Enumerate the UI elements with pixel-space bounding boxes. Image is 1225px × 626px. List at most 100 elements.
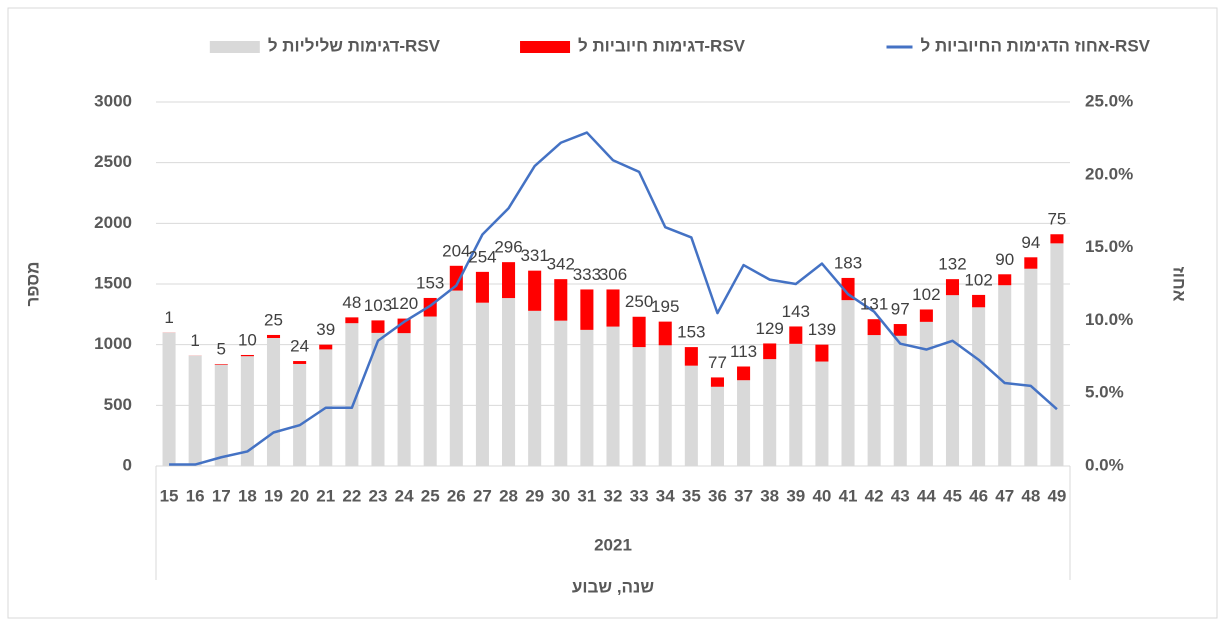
data-label: 296: [494, 238, 522, 257]
x-tick-label: 27: [473, 486, 492, 505]
x-tick-label: 33: [630, 486, 649, 505]
bar-segment: [893, 335, 907, 466]
bar-segment: [475, 302, 489, 466]
y-tick-label: 1000: [94, 334, 132, 353]
bar-segment: [606, 326, 620, 466]
bar-segment: [684, 347, 698, 366]
x-tick-label: 24: [395, 486, 414, 505]
data-label: 333: [573, 265, 601, 284]
data-label: 1: [190, 331, 199, 350]
bar-segment: [789, 326, 803, 344]
x-tick-label: 25: [421, 486, 440, 505]
data-label: 120: [390, 294, 418, 313]
x-tick-label: 31: [577, 486, 596, 505]
y-tick-label: 0: [123, 455, 132, 474]
bar-segment: [789, 343, 803, 466]
bar-segment: [371, 332, 385, 466]
bar-segment: [841, 277, 855, 301]
data-label: 103: [364, 296, 392, 315]
bar-segment: [606, 289, 620, 327]
bar-segment: [815, 361, 829, 466]
y-tick-label: 3000: [94, 91, 132, 110]
bar-segment: [763, 359, 777, 466]
bar-segment: [867, 319, 881, 336]
bar-segment: [319, 344, 333, 350]
y2-tick-label: 20.0%: [1085, 164, 1133, 183]
x-tick-label: 17: [212, 486, 231, 505]
bar-segment: [841, 300, 855, 466]
bar-segment: [998, 285, 1012, 466]
data-label: 131: [860, 295, 888, 314]
data-label: 102: [964, 270, 992, 289]
y2-tick-label: 0.0%: [1085, 455, 1124, 474]
x-tick-label: 30: [551, 486, 570, 505]
legend-label: דגימות חיוביות ל-RSV: [578, 36, 746, 55]
data-label: 331: [520, 246, 548, 265]
bar-segment: [815, 344, 829, 362]
data-label: 153: [677, 323, 705, 342]
data-label: 204: [442, 241, 470, 260]
x-tick-label: 38: [760, 486, 779, 505]
data-label: 139: [808, 320, 836, 339]
data-label: 129: [755, 319, 783, 338]
bar-segment: [293, 361, 307, 364]
bar-segment: [345, 323, 359, 466]
bar-segment: [658, 345, 672, 466]
x-tick-label: 42: [865, 486, 884, 505]
x-tick-label: 32: [604, 486, 623, 505]
bar-segment: [266, 334, 281, 338]
bar-segment: [893, 324, 907, 336]
bar-segment: [684, 365, 698, 466]
x-tick-label: 19: [264, 486, 283, 505]
legend-swatch: [209, 41, 260, 53]
bar-segment: [240, 354, 254, 357]
x-tick-label: 28: [499, 486, 518, 505]
bar-segment: [737, 366, 751, 381]
x-tick-label: 46: [969, 486, 988, 505]
x-tick-label: 34: [656, 486, 675, 505]
x-group-label: 2021: [594, 535, 632, 554]
data-label: 102: [912, 285, 940, 304]
y-tick-label: 2500: [94, 152, 132, 171]
data-label: 143: [782, 302, 810, 321]
bar-segment: [945, 279, 960, 296]
x-tick-label: 15: [160, 486, 179, 505]
bar-segment: [1050, 234, 1064, 244]
bar-segment: [371, 320, 385, 333]
y2-tick-label: 5.0%: [1085, 383, 1124, 402]
x-tick-label: 20: [290, 486, 309, 505]
bar-segment: [710, 377, 724, 387]
data-label: 5: [217, 340, 226, 359]
x-tick-label: 35: [682, 486, 701, 505]
y2-tick-label: 15.0%: [1085, 237, 1133, 256]
x-axis-title: שנה, שבוע: [572, 577, 654, 596]
x-tick-label: 26: [447, 486, 466, 505]
x-tick-label: 40: [812, 486, 831, 505]
bar-segment: [919, 309, 933, 322]
bar-segment: [972, 307, 986, 466]
bar-segment: [580, 329, 594, 466]
x-tick-label: 43: [891, 486, 910, 505]
y2-tick-label: 25.0%: [1085, 91, 1133, 110]
bar-segment: [423, 316, 437, 466]
legend-label: אחוז הדגימות החיוביות ל-RSV: [921, 36, 1151, 55]
bar-segment: [475, 271, 489, 303]
bar-segment: [632, 347, 646, 466]
data-label: 113: [730, 342, 757, 361]
y-tick-label: 2000: [94, 213, 132, 232]
data-label: 77: [708, 353, 727, 372]
y-tick-label: 1500: [94, 273, 132, 292]
data-label: 97: [891, 300, 910, 319]
x-tick-label: 41: [839, 486, 858, 505]
bar-segment: [162, 332, 176, 466]
bar-segment: [528, 270, 542, 311]
bar-segment: [502, 298, 516, 466]
y-axis-title: מספר: [23, 262, 42, 307]
bar-segment: [580, 289, 594, 330]
data-label: 132: [938, 255, 966, 274]
bar-segment: [345, 317, 359, 324]
x-tick-label: 48: [1021, 486, 1040, 505]
x-tick-label: 45: [943, 486, 962, 505]
bar-segment: [1024, 268, 1038, 466]
